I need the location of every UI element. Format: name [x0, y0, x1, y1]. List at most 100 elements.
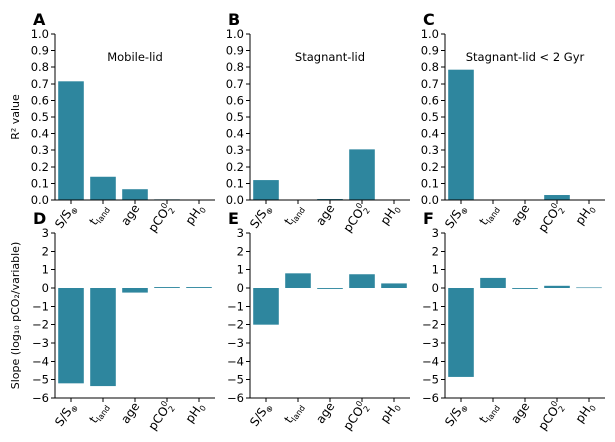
category-label-age: age: [313, 400, 337, 426]
y-tick-label: −5: [422, 373, 439, 387]
y-tick-label: 0.5: [31, 110, 49, 124]
category-label-pco2: pCO02: [145, 201, 177, 236]
category-label-age: age: [313, 202, 337, 228]
y-tick-label: 0.8: [421, 60, 439, 74]
y-tick-label: 0.1: [421, 176, 439, 190]
y-tick-label: 0.5: [421, 110, 439, 124]
y-tick-label: 0.5: [226, 110, 244, 124]
bar-f-ph: [576, 287, 602, 289]
category-label-tland: tland: [476, 202, 502, 229]
y-tick-label: 2: [42, 244, 49, 258]
bar-a-tland: [90, 176, 116, 200]
y-tick-label: 0.1: [31, 176, 49, 190]
y-tick-label: 3: [237, 226, 244, 240]
panel-title: Mobile-lid: [107, 50, 163, 64]
y-tick-label: 0.7: [226, 77, 244, 91]
category-label-ph: pH0: [183, 202, 209, 229]
bar-f-tland: [480, 277, 506, 288]
category-label-pco2: pCO02: [145, 399, 177, 434]
category-label-s: S/S⊕: [52, 400, 80, 430]
category-label-age: age: [508, 202, 532, 228]
category-label-tland: tland: [86, 202, 112, 229]
y-tick-label: 0.0: [421, 193, 439, 207]
y-tick-label: 0.1: [226, 176, 244, 190]
bar-d-age: [122, 288, 148, 293]
panel-b: 0.0 0.1 0.2 0.3 0.4 0.5 0.6 0.7 0.8 0.9 1.0 S/S⊕tla…: [226, 10, 410, 235]
y-tick-label: 0.4: [31, 127, 49, 141]
y-tick-label: −2: [227, 318, 244, 332]
y-tick-label: −5: [227, 373, 244, 387]
y-tick-label: 0.3: [31, 143, 49, 157]
y-tick-label: 0.6: [421, 93, 439, 107]
bar-e-ph: [381, 283, 407, 288]
bar-d-pco2: [154, 287, 180, 288]
category-label-tland: tland: [281, 400, 307, 427]
category-label-pco2: pCO02: [340, 399, 372, 434]
y-tick-label: −1: [422, 299, 439, 313]
y-tick-label: 0.4: [226, 127, 244, 141]
panel-d: −6 −5 −4 −3 −2 −1 0 1 2 3 S/S⊕tland age pCO02 pH0 D: [32, 209, 215, 434]
bar-b-pco2: [349, 149, 375, 200]
bar-e-pco2: [349, 274, 375, 288]
category-label-ph: pH0: [573, 400, 599, 427]
panel-letter: A: [33, 10, 46, 29]
y-tick-label: −1: [32, 299, 49, 313]
bar-e-tland: [285, 273, 311, 288]
y-tick-label: −2: [32, 318, 49, 332]
category-label-age: age: [508, 400, 532, 426]
panel-a: 0.0 0.1 0.2 0.3 0.4 0.5 0.6 0.7 0.8 0.9 1.0 S/S⊕tla…: [31, 10, 215, 236]
y-tick-label: 0: [237, 281, 244, 295]
y-tick-label: 0.3: [226, 143, 244, 157]
y-tick-label: 0.9: [421, 44, 439, 58]
bar-b-s: [253, 180, 279, 200]
y-axis-label-r2: R² value: [9, 94, 22, 140]
category-label-pco2: pCO02: [535, 201, 567, 236]
y-tick-label: −4: [422, 354, 439, 368]
y-tick-label: 0.7: [421, 77, 439, 91]
panel-e: −6 −5 −4 −3 −2 −1 0 1 2 3 S/S⊕tland age pCO02 pH0 E: [227, 209, 410, 434]
y-tick-label: 3: [432, 226, 439, 240]
bar-a-s: [58, 81, 84, 200]
category-label-tland: tland: [86, 400, 112, 427]
y-tick-label: −1: [227, 299, 244, 313]
category-label-s: S/S⊕: [442, 202, 470, 232]
y-tick-label: 1.0: [31, 27, 49, 41]
category-label-s: S/S⊕: [247, 202, 275, 232]
category-label-ph: pH0: [573, 202, 599, 229]
bar-d-tland: [90, 288, 116, 387]
y-tick-label: −4: [227, 354, 244, 368]
y-tick-label: −6: [422, 391, 439, 405]
category-label-age: age: [118, 400, 142, 426]
panel-letter: E: [228, 209, 239, 228]
y-tick-label: 0.8: [31, 60, 49, 74]
category-label-s: S/S⊕: [442, 400, 470, 430]
y-tick-label: 0.7: [31, 77, 49, 91]
panel-title: Stagnant-lid: [295, 50, 365, 64]
panel-letter: B: [228, 10, 240, 29]
panel-f: −6 −5 −4 −3 −2 −1 0 1 2 3 S/S⊕tland age pCO02 pH0 F: [422, 209, 605, 434]
panel-letter: C: [423, 10, 435, 29]
y-tick-label: 0.8: [226, 60, 244, 74]
y-tick-label: −3: [227, 336, 244, 350]
category-label-tland: tland: [476, 400, 502, 427]
category-label-s: S/S⊕: [52, 202, 80, 232]
y-tick-label: 1: [432, 263, 439, 277]
y-tick-label: 0.2: [226, 160, 244, 174]
y-tick-label: 0.2: [31, 160, 49, 174]
y-axis-label-slope: Slope (log₁₀ pCO₂/variable): [9, 242, 22, 390]
y-tick-label: 2: [237, 244, 244, 258]
y-tick-label: 0.0: [31, 193, 49, 207]
category-label-ph: pH0: [378, 202, 404, 229]
category-label-pco2: pCO02: [535, 399, 567, 434]
y-tick-label: 1.0: [421, 27, 439, 41]
y-tick-label: −3: [32, 336, 49, 350]
bar-c-s: [448, 69, 474, 200]
y-tick-label: 0.4: [421, 127, 439, 141]
y-tick-label: 0.3: [421, 143, 439, 157]
y-tick-label: 0: [432, 281, 439, 295]
panel-c: 0.0 0.1 0.2 0.3 0.4 0.5 0.6 0.7 0.8 0.9 1.0 S/S⊕tla…: [421, 10, 605, 236]
y-tick-label: 1.0: [226, 27, 244, 41]
category-label-ph: pH0: [183, 400, 209, 427]
y-tick-label: −2: [422, 318, 439, 332]
